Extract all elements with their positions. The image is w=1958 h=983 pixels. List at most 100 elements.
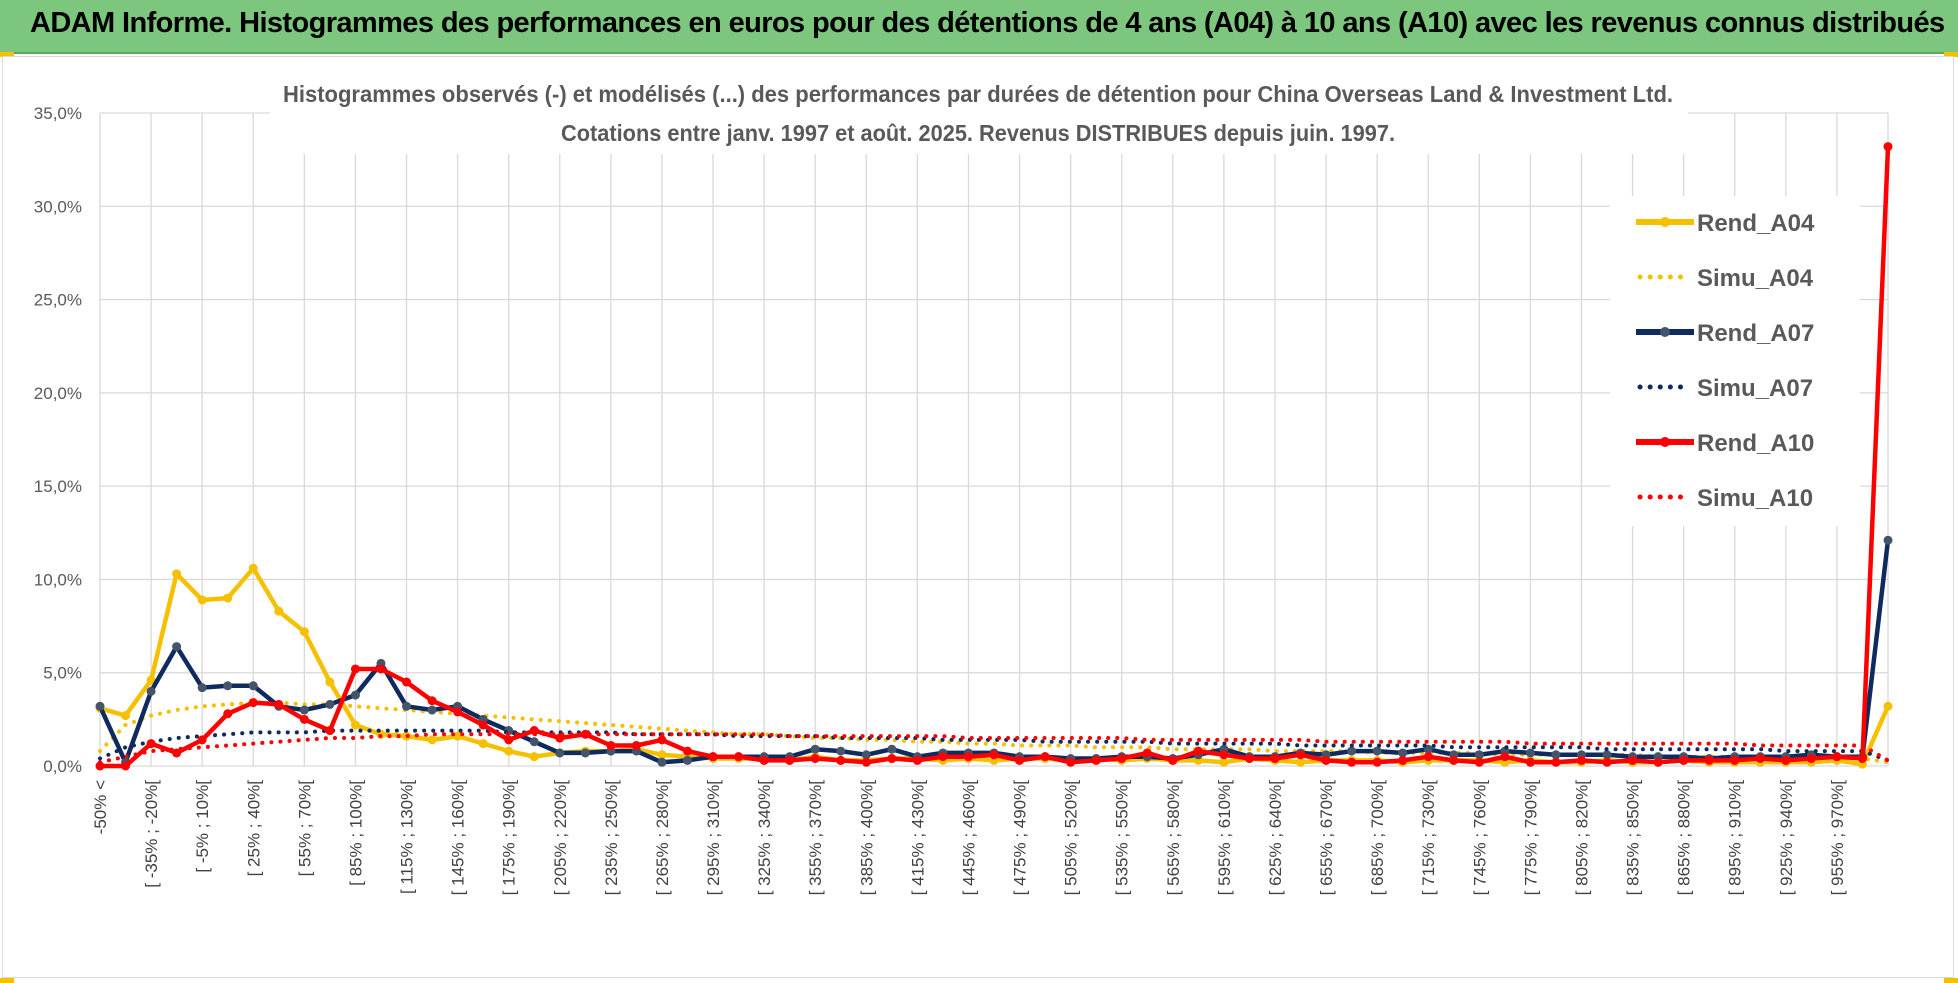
data-point-Rend_A10 xyxy=(912,755,922,765)
x-tick-label: [ 505% ; 520%[ xyxy=(1062,780,1081,896)
data-point-Rend_A07 xyxy=(682,755,692,765)
x-axis-tick-labels: -50% < [ -35% ; -20%[[ -5% ; 10%[[ 25% ; … xyxy=(91,780,1847,896)
data-point-Rend_A10 xyxy=(1270,754,1280,764)
data-point-Rend_A10 xyxy=(580,729,590,739)
data-point-Rend_A10 xyxy=(223,709,233,719)
x-tick-label: [ 625% ; 640%[ xyxy=(1266,780,1285,896)
x-tick-label: [ 715% ; 730%[ xyxy=(1419,780,1438,896)
data-point-Rend_A04 xyxy=(453,731,463,741)
data-point-Rend_A10 xyxy=(989,750,999,760)
legend-marker-Rend_A07 xyxy=(1660,327,1670,337)
data-point-Rend_A10 xyxy=(1832,752,1842,762)
y-tick-label: 5,0% xyxy=(43,664,82,683)
x-tick-label: [ 355% ; 370%[ xyxy=(806,780,825,896)
data-point-Rend_A10 xyxy=(1296,750,1306,760)
x-tick-label: [ 235% ; 250%[ xyxy=(602,780,621,896)
data-point-Rend_A04 xyxy=(172,569,182,579)
x-tick-label: [ 685% ; 700%[ xyxy=(1368,780,1387,896)
data-point-Rend_A10 xyxy=(682,746,692,756)
data-point-Rend_A10 xyxy=(1525,757,1535,767)
data-point-Rend_A10 xyxy=(1219,750,1229,760)
legend-label-Simu_A07: Simu_A07 xyxy=(1697,375,1813,402)
legend: Rend_A04 Simu_A04 Rend_A07 Simu_A07 Rend_A10… xyxy=(1610,196,1860,526)
data-point-Rend_A10 xyxy=(1781,755,1791,765)
data-point-Rend_A10 xyxy=(427,696,437,706)
x-tick-label: [ 475% ; 490%[ xyxy=(1011,780,1030,896)
x-tick-label: [ 25% ; 40%[ xyxy=(244,780,263,877)
data-point-Rend_A07 xyxy=(529,737,539,747)
data-point-Rend_A07 xyxy=(325,699,335,709)
x-tick-label: [ 535% ; 550%[ xyxy=(1113,780,1132,896)
data-point-Rend_A10 xyxy=(529,726,539,736)
banner-title: ADAM Informe. Histogrammes des performan… xyxy=(30,7,1945,39)
x-tick-label: [ 415% ; 430%[ xyxy=(908,780,927,896)
data-point-Rend_A04 xyxy=(197,595,207,605)
data-point-Rend_A10 xyxy=(95,761,105,771)
legend-label-Simu_A04: Simu_A04 xyxy=(1697,265,1814,292)
data-point-Rend_A10 xyxy=(963,752,973,762)
data-point-Rend_A10 xyxy=(504,735,514,745)
data-point-Rend_A10 xyxy=(299,714,309,724)
data-point-Rend_A10 xyxy=(376,664,386,674)
x-tick-label: [ -5% ; 10%[ xyxy=(193,780,212,873)
data-point-Rend_A07 xyxy=(350,690,360,700)
y-tick-label: 35,0% xyxy=(34,104,82,123)
data-point-Rend_A04 xyxy=(146,675,156,685)
x-tick-label: [ 895% ; 910%[ xyxy=(1726,780,1745,896)
data-point-Rend_A10 xyxy=(1168,755,1178,765)
data-point-Rend_A10 xyxy=(1449,755,1459,765)
data-point-Rend_A07 xyxy=(657,757,667,767)
data-point-Rend_A10 xyxy=(1347,757,1357,767)
x-tick-label: [ 655% ; 670%[ xyxy=(1317,780,1336,896)
data-point-Rend_A07 xyxy=(1474,750,1484,760)
data-point-Rend_A07 xyxy=(146,686,156,696)
x-tick-label: [ 115% ; 130%[ xyxy=(398,780,417,894)
data-point-Rend_A10 xyxy=(631,740,641,750)
chart-subtitle: Cotations entre janv. 1997 et août. 2025… xyxy=(561,120,1395,146)
series-line-Simu_A10 xyxy=(98,732,1890,765)
x-tick-label: -50% < xyxy=(91,780,110,834)
data-point-Rend_A07 xyxy=(1525,748,1535,758)
legend-label-Rend_A04: Rend_A04 xyxy=(1697,210,1815,237)
y-tick-label: 25,0% xyxy=(34,291,82,310)
data-point-Rend_A10 xyxy=(121,761,131,771)
data-point-Rend_A10 xyxy=(146,739,156,749)
legend-marker-Rend_A10 xyxy=(1660,437,1670,447)
data-point-Rend_A10 xyxy=(1730,755,1740,765)
data-point-Rend_A10 xyxy=(1857,754,1867,764)
data-point-Rend_A07 xyxy=(1551,750,1561,760)
x-tick-label: [ 55% ; 70%[ xyxy=(295,780,314,877)
data-point-Rend_A04 xyxy=(299,627,309,637)
data-point-Rend_A10 xyxy=(1500,752,1510,762)
data-point-Rend_A10 xyxy=(861,757,871,767)
data-point-Rend_A07 xyxy=(299,705,309,715)
data-point-Rend_A07 xyxy=(861,750,871,760)
y-tick-label: 15,0% xyxy=(34,477,82,496)
data-point-Rend_A07 xyxy=(1347,746,1357,756)
data-point-Rend_A04 xyxy=(1296,757,1306,767)
legend-background xyxy=(1610,196,1860,526)
y-tick-label: 20,0% xyxy=(34,384,82,403)
data-point-Rend_A10 xyxy=(657,735,667,745)
data-point-Rend_A10 xyxy=(402,677,412,687)
data-point-Rend_A10 xyxy=(1806,754,1816,764)
data-point-Rend_A04 xyxy=(223,593,233,603)
x-tick-label: [ 565% ; 580%[ xyxy=(1164,780,1183,896)
data-point-Rend_A07 xyxy=(836,746,846,756)
data-point-Rend_A10 xyxy=(1372,757,1382,767)
data-point-Rend_A10 xyxy=(1628,755,1638,765)
x-tick-label: [ 745% ; 760%[ xyxy=(1470,780,1489,896)
series-line-Simu_A07 xyxy=(98,728,1890,763)
x-tick-label: [ 775% ; 790%[ xyxy=(1521,780,1540,896)
data-point-Rend_A07 xyxy=(427,705,437,715)
x-tick-label: [ 85% ; 100%[ xyxy=(346,780,365,886)
data-point-Rend_A10 xyxy=(248,698,258,708)
data-point-Rend_A10 xyxy=(1576,755,1586,765)
data-point-Rend_A07 xyxy=(555,748,565,758)
data-point-Rend_A10 xyxy=(1398,755,1408,765)
data-point-Rend_A04 xyxy=(121,711,131,721)
data-point-Rend_A10 xyxy=(172,748,182,758)
data-point-Rend_A04 xyxy=(427,735,437,745)
data-point-Rend_A07 xyxy=(95,701,105,711)
